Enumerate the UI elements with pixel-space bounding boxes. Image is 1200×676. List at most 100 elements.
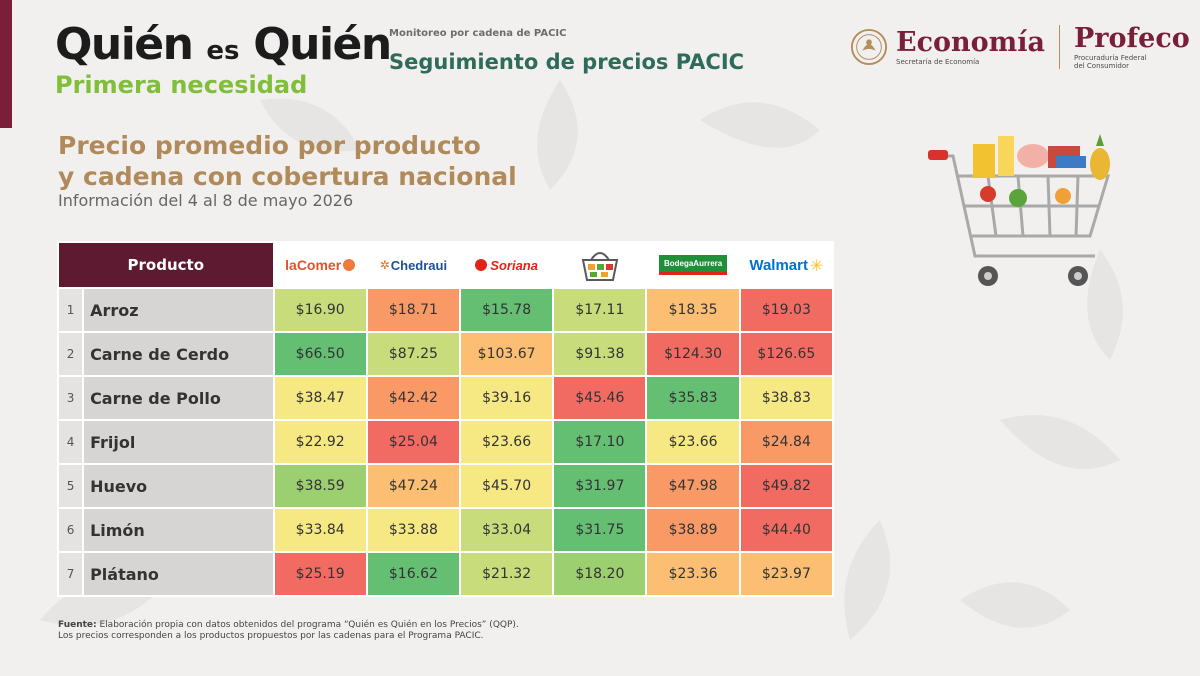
economia-logo: Economía Secretaría de Economía <box>896 27 1045 67</box>
bodega-aurrera-logo: BodegaAurrera <box>658 255 728 275</box>
table-header-row: Producto laComer ✲ Chedraui Soriana <box>57 241 835 289</box>
price-cell: $23.66 <box>459 419 555 465</box>
price-cell: $31.97 <box>552 463 648 509</box>
product-name: Arroz <box>82 287 275 333</box>
price-cell: $25.04 <box>365 419 462 465</box>
price-cell: $23.36 <box>645 551 741 597</box>
page-title-line2: y cadena con cobertura nacional <box>58 162 517 191</box>
page-title-line1: Precio promedio por producto <box>58 131 481 160</box>
date-range: Información del 4 al 8 de mayo 2026 <box>58 191 354 210</box>
table-row: 4 Frijol $22.92 $25.04 $23.66 $17.10 $23.66 $24… <box>56 419 835 465</box>
price-cell: $16.90 <box>272 287 368 333</box>
chain-header-walmart: Walmart ✳ <box>738 241 835 289</box>
profeco-sub-2: del Consumidor <box>1074 62 1129 70</box>
chedraui-figures-icon: ✲ <box>379 258 390 272</box>
price-cell: $38.59 <box>272 463 368 509</box>
price-cell: $19.03 <box>738 287 835 333</box>
price-cell: $18.35 <box>645 287 741 333</box>
row-number: 5 <box>56 463 85 509</box>
profeco-sub-1: Procuraduría Federal <box>1074 54 1147 62</box>
walmart-spark-icon: ✳ <box>809 255 824 275</box>
product-name: Huevo <box>82 463 275 509</box>
lacomer-logo: laComer <box>285 257 342 273</box>
monitor-label: Monitoreo por cadena de PACIC <box>389 28 567 39</box>
basket-icon <box>581 252 619 281</box>
price-cell: $33.04 <box>459 507 555 553</box>
price-cell: $39.16 <box>459 375 555 421</box>
table-row: 3 Carne de Pollo $38.47 $42.42 $39.16 $45.46 $… <box>56 375 835 421</box>
price-cell: $45.46 <box>552 375 648 421</box>
price-cell: $24.84 <box>738 419 835 465</box>
price-cell: $25.19 <box>272 551 368 597</box>
product-name: Plátano <box>82 551 275 597</box>
price-cell: $66.50 <box>272 331 368 377</box>
price-cell: $42.42 <box>365 375 462 421</box>
soriana-logo: Soriana <box>490 257 538 273</box>
row-number: 2 <box>56 331 85 377</box>
row-number: 3 <box>56 375 85 421</box>
price-cell: $33.84 <box>272 507 368 553</box>
brand-title-a: Quién <box>55 19 194 70</box>
price-cell: $18.71 <box>365 287 462 333</box>
brand-title: Quién es Quién <box>55 19 392 76</box>
logo-divider <box>1059 25 1060 69</box>
brand-subtitle: Primera necesidad <box>55 71 308 99</box>
source-line1: Elaboración propia con datos obtenidos d… <box>99 620 519 630</box>
price-cell: $17.10 <box>552 419 648 465</box>
price-cell: $35.83 <box>645 375 741 421</box>
chain-header-bodega-aurrera: BodegaAurrera <box>645 241 741 289</box>
eagle-seal-icon <box>850 28 888 66</box>
page-title: Precio promedio por producto y cadena co… <box>58 130 517 192</box>
product-name: Frijol <box>82 419 275 465</box>
price-cell: $31.75 <box>552 507 648 553</box>
price-cell: $126.65 <box>738 331 835 377</box>
price-cell: $17.11 <box>552 287 648 333</box>
source-label: Fuente: <box>58 620 97 630</box>
product-column-header: Producto <box>57 241 275 289</box>
price-cell: $124.30 <box>645 331 741 377</box>
price-cell: $91.38 <box>552 331 648 377</box>
price-cell: $16.62 <box>365 551 462 597</box>
table-row: 7 Plátano $25.19 $16.62 $21.32 $18.20 $23.36 $2… <box>56 551 835 597</box>
chain-header-lacomer: laComer <box>272 241 368 289</box>
brand-title-es: es <box>206 36 240 66</box>
source-note: Fuente: Elaboración propia con datos obt… <box>58 620 519 642</box>
monitor-title: Seguimiento de precios PACIC <box>389 50 745 74</box>
price-cell: $47.24 <box>365 463 462 509</box>
price-cell: $18.20 <box>552 551 648 597</box>
price-cell: $15.78 <box>459 287 555 333</box>
profeco-logo: Profeco Procuraduría Federal del Consumi… <box>1074 23 1190 71</box>
price-cell: $22.92 <box>272 419 368 465</box>
price-cell: $38.89 <box>645 507 741 553</box>
product-name: Carne de Cerdo <box>82 331 275 377</box>
profeco-name: Profeco <box>1074 23 1190 54</box>
product-name: Limón <box>82 507 275 553</box>
price-cell: $23.97 <box>738 551 835 597</box>
price-cell: $45.70 <box>459 463 555 509</box>
price-cell: $103.67 <box>459 331 555 377</box>
table-row: 5 Huevo $38.59 $47.24 $45.70 $31.97 $47.98 $49.… <box>56 463 835 509</box>
economia-name: Economía <box>896 27 1045 58</box>
shopping-cart-icon <box>928 134 1111 286</box>
row-number: 6 <box>56 507 85 553</box>
price-table: Producto laComer ✲ Chedraui Soriana <box>56 241 835 597</box>
price-cell: $38.47 <box>272 375 368 421</box>
brand-logo: Quién es Quién Primera necesidad <box>55 19 392 99</box>
price-cell: $33.88 <box>365 507 462 553</box>
price-cell: $44.40 <box>738 507 835 553</box>
table-row: 1 Arroz $16.90 $18.71 $15.78 $17.11 $18.35 $19.… <box>56 287 835 333</box>
table-row: 6 Limón $33.84 $33.88 $33.04 $31.75 $38.89 $44.… <box>56 507 835 553</box>
price-cell: $47.98 <box>645 463 741 509</box>
chedraui-logo: Chedraui <box>390 257 448 273</box>
price-cell: $38.83 <box>738 375 835 421</box>
row-number: 4 <box>56 419 85 465</box>
row-number: 7 <box>56 551 85 597</box>
source-line2: Los precios corresponden a los productos… <box>58 631 484 641</box>
price-cell: $87.25 <box>365 331 462 377</box>
price-cell: $49.82 <box>738 463 835 509</box>
chain-header-soriana: Soriana <box>459 241 555 289</box>
lacomer-swirl-icon <box>343 259 356 271</box>
product-name: Carne de Pollo <box>82 375 275 421</box>
table-row: 2 Carne de Cerdo $66.50 $87.25 $103.67 $91.38… <box>56 331 835 377</box>
brand-title-b: Quién <box>253 19 392 70</box>
